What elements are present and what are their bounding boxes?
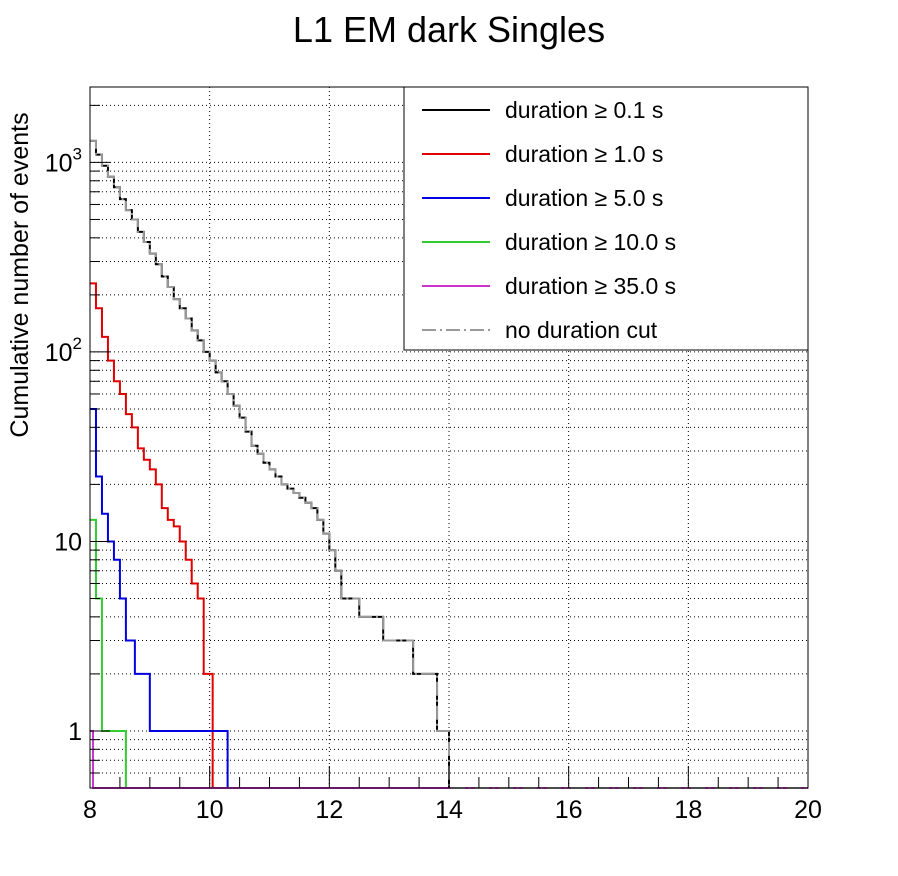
legend-label-1: duration ≥ 0.1 s [505,97,663,123]
y-tick-label: 1 [68,718,82,746]
y-tick-label: 102 [45,334,82,367]
legend-label-4: duration ≥ 10.0 s [505,229,676,255]
y-tick-label: 103 [45,144,82,177]
x-tick-label: 20 [794,796,822,824]
x-tick-label: 16 [555,796,583,824]
y-tick-label: 10 [54,528,82,556]
y-axis-label: Cumulative number of events [6,112,34,437]
x-tick-label: 8 [83,796,97,824]
chart-title: L1 EM dark Singles [293,9,605,50]
legend-label-6: no duration cut [505,317,658,343]
series-line-2 [90,282,808,789]
series-line-4 [90,518,808,789]
series-line-6 [90,139,808,789]
legend-label-2: duration ≥ 1.0 s [505,141,663,167]
series-line-3 [90,407,808,789]
x-tick-label: 14 [435,796,463,824]
legend-label-5: duration ≥ 35.0 s [505,273,676,299]
x-tick-label: 10 [196,796,224,824]
legend: duration ≥ 0.1 s duration ≥ 1.0 s duration… [403,86,809,351]
x-tick-label: 12 [315,796,343,824]
legend-box [403,86,809,351]
x-tick-label: 18 [674,796,702,824]
legend-label-3: duration ≥ 5.0 s [505,185,663,211]
